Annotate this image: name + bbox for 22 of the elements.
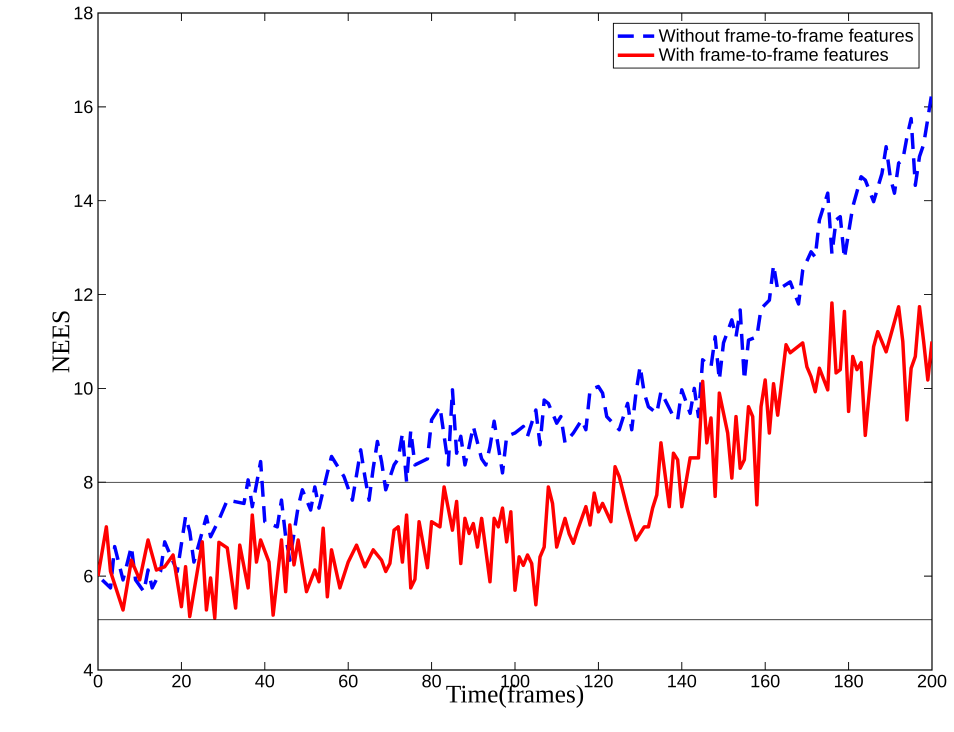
line-series bbox=[98, 301, 932, 620]
x-tick-label: 140 bbox=[668, 674, 696, 688]
x-tick-label: 40 bbox=[255, 674, 274, 688]
y-axis-title: NEES bbox=[52, 311, 70, 372]
x-tick-label: 200 bbox=[918, 674, 946, 688]
x-tick-label: 180 bbox=[834, 674, 863, 688]
legend-label: With frame-to-frame features bbox=[658, 48, 888, 61]
y-tick-label: 18 bbox=[74, 6, 93, 20]
x-tick-label: 0 bbox=[94, 674, 102, 688]
y-tick-label: 4 bbox=[84, 664, 93, 676]
x-tick-label: 60 bbox=[339, 674, 358, 688]
x-tick-label: 20 bbox=[172, 674, 191, 688]
x-tick-label: 120 bbox=[584, 674, 613, 688]
legend-label: Without frame-to-frame features bbox=[658, 28, 913, 42]
x-tick-label: 80 bbox=[422, 674, 441, 688]
y-tick-label: 12 bbox=[74, 288, 92, 301]
y-tick-label: 6 bbox=[84, 570, 93, 582]
y-tick-label: 8 bbox=[84, 476, 93, 489]
y-tick-label: 14 bbox=[74, 194, 93, 207]
y-tick-label: 16 bbox=[74, 100, 93, 114]
x-tick-label: 160 bbox=[752, 674, 780, 688]
y-tick-label: 10 bbox=[74, 382, 93, 395]
